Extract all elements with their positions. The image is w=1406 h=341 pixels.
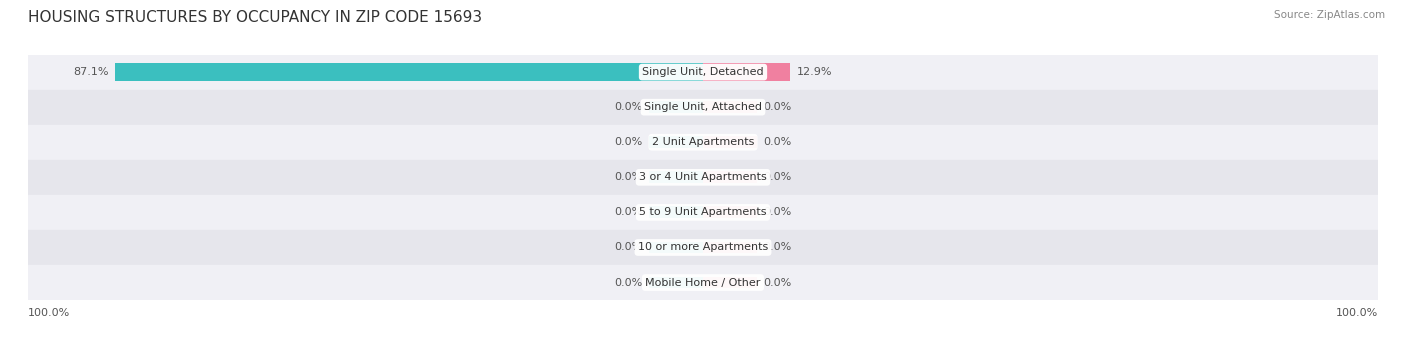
Text: 2 Unit Apartments: 2 Unit Apartments <box>652 137 754 147</box>
Bar <box>703 63 790 81</box>
Bar <box>28 125 1378 160</box>
Bar <box>28 265 1378 300</box>
Text: 5 to 9 Unit Apartments: 5 to 9 Unit Apartments <box>640 207 766 218</box>
Text: 100.0%: 100.0% <box>28 308 70 318</box>
Text: 10 or more Apartments: 10 or more Apartments <box>638 242 768 252</box>
Bar <box>28 55 1378 90</box>
Bar <box>650 136 703 148</box>
Text: 0.0%: 0.0% <box>614 172 643 182</box>
Text: Single Unit, Detached: Single Unit, Detached <box>643 67 763 77</box>
Text: 12.9%: 12.9% <box>797 67 832 77</box>
Text: 0.0%: 0.0% <box>763 102 792 112</box>
Bar <box>650 101 703 113</box>
Text: 3 or 4 Unit Apartments: 3 or 4 Unit Apartments <box>640 172 766 182</box>
Bar <box>650 241 703 253</box>
Text: Mobile Home / Other: Mobile Home / Other <box>645 278 761 287</box>
Text: 0.0%: 0.0% <box>614 278 643 287</box>
Text: 0.0%: 0.0% <box>614 137 643 147</box>
Bar <box>115 63 703 81</box>
Bar <box>703 101 756 113</box>
Bar <box>650 206 703 218</box>
Text: 0.0%: 0.0% <box>763 172 792 182</box>
Bar <box>703 206 756 218</box>
Text: 0.0%: 0.0% <box>614 207 643 218</box>
Bar <box>703 277 756 288</box>
Text: 87.1%: 87.1% <box>73 67 108 77</box>
Text: 100.0%: 100.0% <box>1336 308 1378 318</box>
Bar <box>703 136 756 148</box>
Bar <box>28 160 1378 195</box>
Text: Source: ZipAtlas.com: Source: ZipAtlas.com <box>1274 10 1385 20</box>
Text: 0.0%: 0.0% <box>763 207 792 218</box>
Text: 0.0%: 0.0% <box>763 137 792 147</box>
Text: HOUSING STRUCTURES BY OCCUPANCY IN ZIP CODE 15693: HOUSING STRUCTURES BY OCCUPANCY IN ZIP C… <box>28 10 482 25</box>
Text: 0.0%: 0.0% <box>763 242 792 252</box>
Bar <box>703 241 756 253</box>
Bar <box>703 172 756 183</box>
Bar <box>28 230 1378 265</box>
Text: 0.0%: 0.0% <box>763 278 792 287</box>
Bar <box>650 277 703 288</box>
Text: 0.0%: 0.0% <box>614 242 643 252</box>
Text: 0.0%: 0.0% <box>614 102 643 112</box>
Text: Single Unit, Attached: Single Unit, Attached <box>644 102 762 112</box>
Bar <box>650 172 703 183</box>
Bar <box>28 195 1378 230</box>
Bar <box>28 90 1378 125</box>
